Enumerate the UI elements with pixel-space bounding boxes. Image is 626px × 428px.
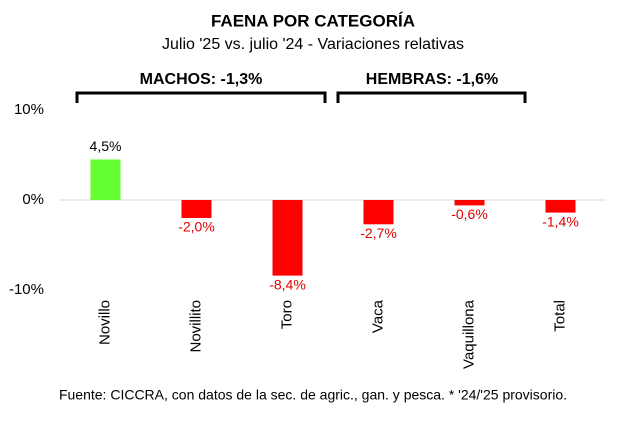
value-label: -2,0% (178, 219, 215, 235)
value-label: -0,6% (451, 206, 488, 222)
x-tick-label: Toro (278, 300, 295, 329)
bar (545, 200, 576, 213)
x-tick-label: Vaca (369, 299, 386, 333)
chart-subtitle: Julio '25 vs. julio '24 - Variaciones re… (162, 36, 464, 53)
group-label: MACHOS: -1,3% (140, 71, 263, 88)
x-tick-label: Vaquillona (460, 299, 477, 369)
source-note: Fuente: CICCRA, con datos de la sec. de … (59, 387, 567, 403)
y-tick-label: 10% (14, 101, 44, 118)
value-label: 4,5% (90, 138, 122, 154)
bar (272, 200, 303, 276)
x-tick-label: Novillo (96, 300, 113, 345)
bracket (336, 91, 527, 103)
value-label: -2,7% (360, 225, 397, 241)
y-tick-label: 0% (22, 191, 44, 208)
value-label: -8,4% (269, 276, 306, 292)
bar (90, 159, 121, 200)
bracket (75, 91, 327, 103)
bar (181, 200, 212, 218)
x-tick-label: Total (551, 300, 568, 332)
value-label: -1,4% (542, 213, 579, 229)
y-tick-label: -10% (9, 281, 44, 298)
bar (454, 200, 485, 206)
chart-title: FAENA POR CATEGORÍA (211, 11, 415, 30)
group-label: HEMBRAS: -1,6% (366, 71, 498, 88)
x-tick-label: Novillito (187, 300, 204, 353)
bar (363, 200, 394, 225)
